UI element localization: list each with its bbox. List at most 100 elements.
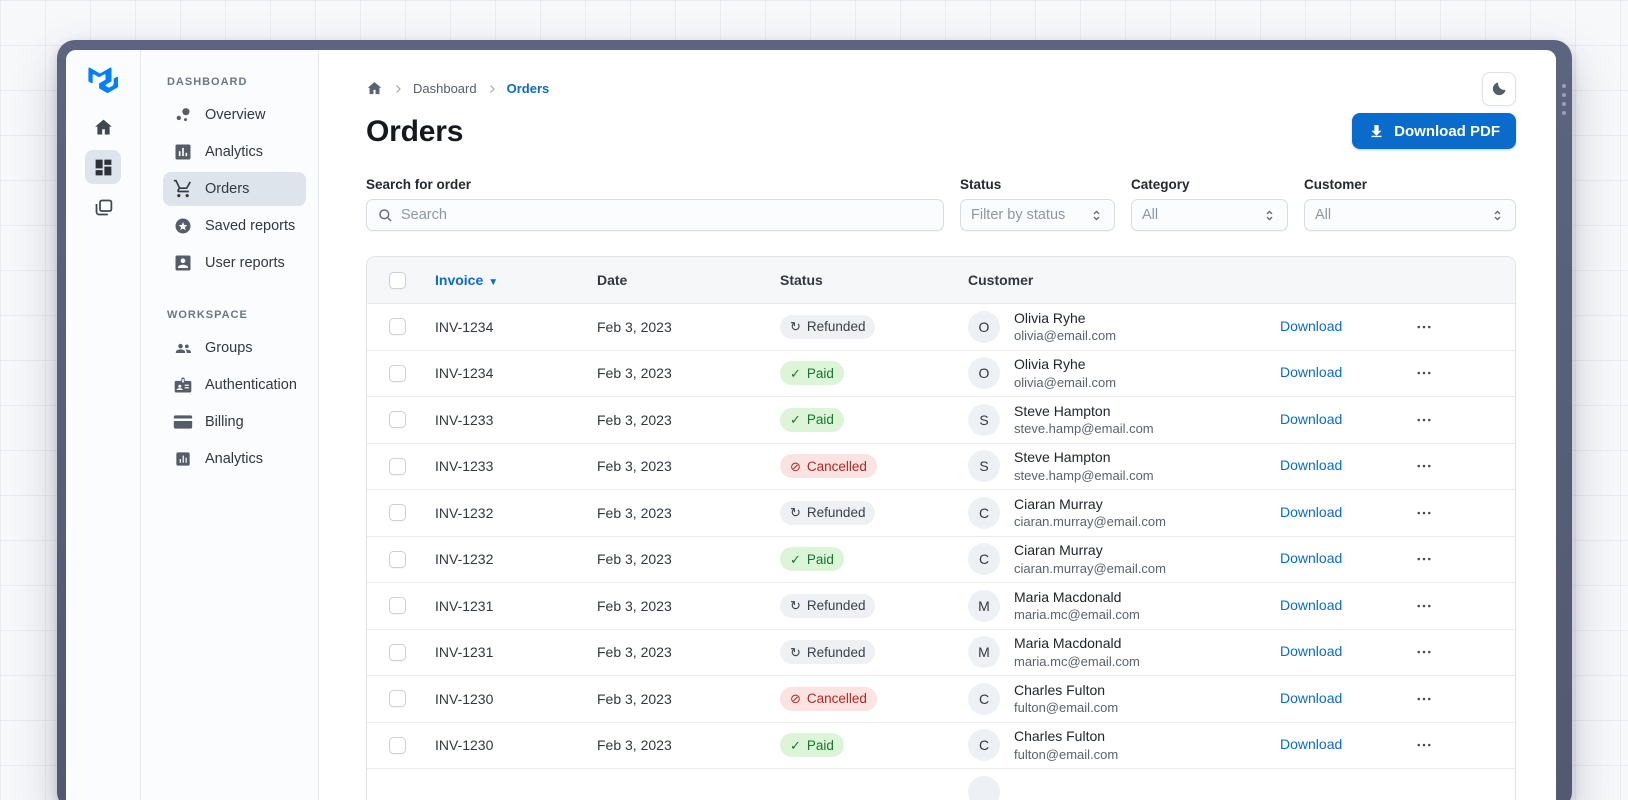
breadcrumb: Dashboard Orders — [366, 80, 1516, 97]
row-checkbox[interactable] — [389, 318, 406, 336]
breadcrumb-orders[interactable]: Orders — [506, 81, 550, 96]
avatar: C — [968, 682, 1000, 715]
status-label: Paid — [806, 551, 834, 567]
customer-email: maria.mc@email.com — [1014, 607, 1140, 623]
more-horiz-icon — [1417, 371, 1431, 375]
row-checkbox[interactable] — [389, 364, 406, 382]
rail-dashboard-button[interactable] — [85, 150, 121, 184]
order-date: Feb 3, 2023 — [597, 411, 672, 428]
download-link[interactable]: Download — [1280, 643, 1343, 660]
sidebar-item-analytics[interactable]: Analytics — [163, 135, 306, 169]
rail-windows-button[interactable] — [85, 190, 121, 224]
customer-email: olivia@email.com — [1014, 374, 1117, 390]
row-menu-button[interactable] — [1415, 504, 1433, 522]
row-checkbox[interactable] — [389, 643, 406, 661]
customer-email: steve.hamp@email.com — [1014, 467, 1154, 483]
download-link[interactable]: Download — [1280, 596, 1343, 613]
sidebar-item-user-reports[interactable]: User reports — [163, 246, 306, 280]
table-row: INV-1234 Feb 3, 2023 ↻ Refunded O Olivia… — [367, 303, 1515, 350]
status-icon: ✓ — [790, 365, 801, 381]
row-checkbox[interactable] — [389, 411, 406, 429]
home-icon — [94, 119, 112, 134]
download-icon — [1371, 124, 1382, 137]
table-row: INV-1230 Feb 3, 2023 ⊘ Cancelled C Charl… — [367, 675, 1515, 722]
customer-name: Steve Hampton — [1014, 402, 1111, 419]
column-header-date: Date — [597, 272, 628, 288]
download-link[interactable]: Download — [1280, 550, 1343, 567]
row-menu-button[interactable] — [1415, 550, 1433, 568]
avatar: C — [968, 729, 1000, 762]
download-pdf-button[interactable]: Download PDF — [1352, 113, 1516, 149]
download-link[interactable]: Download — [1280, 689, 1343, 706]
column-header-invoice[interactable]: Invoice ▼ — [435, 272, 499, 288]
more-horiz-icon — [1417, 418, 1431, 422]
more-horiz-icon — [1417, 464, 1431, 468]
download-link[interactable]: Download — [1280, 410, 1343, 427]
row-menu-button[interactable] — [1415, 690, 1433, 708]
download-link[interactable]: Download — [1280, 364, 1343, 381]
breadcrumb-home-icon[interactable] — [366, 80, 383, 97]
customer-select[interactable]: All — [1304, 199, 1516, 231]
status-chip: ↻ Refunded — [780, 314, 876, 339]
download-link[interactable]: Download — [1280, 503, 1343, 520]
status-chip: ✓ Paid — [780, 407, 844, 432]
row-menu-button[interactable] — [1415, 597, 1433, 615]
sidebar-item-analytics-workspace[interactable]: Analytics — [163, 442, 306, 476]
section-label-dashboard: DASHBOARD — [167, 76, 248, 88]
order-date: Feb 3, 2023 — [597, 737, 672, 754]
category-select[interactable]: All — [1131, 199, 1288, 231]
customer-email: fulton@email.com — [1014, 700, 1119, 716]
customer-email: fulton@email.com — [1014, 746, 1119, 762]
sidebar-item-label: Billing — [205, 414, 244, 430]
row-checkbox[interactable] — [389, 690, 406, 708]
avatar: O — [968, 310, 1000, 343]
row-menu-button[interactable] — [1415, 736, 1433, 754]
sidebar: DASHBOARD Overview Analytics Orders Save… — [141, 50, 319, 800]
search-label: Search for order — [366, 177, 472, 192]
table-body: INV-1234 Feb 3, 2023 ↻ Refunded O Olivia… — [367, 303, 1515, 800]
chevron-right-icon — [486, 83, 498, 95]
icon-rail — [66, 50, 141, 800]
row-checkbox[interactable] — [389, 736, 406, 754]
row-menu-button[interactable] — [1415, 364, 1433, 382]
status-label: Refunded — [806, 644, 866, 660]
sidebar-item-label: User reports — [205, 255, 285, 271]
account-box-icon — [173, 253, 193, 273]
row-menu-button[interactable] — [1415, 318, 1433, 336]
avatar: C — [968, 543, 1000, 576]
sidebar-item-groups[interactable]: Groups — [163, 331, 306, 365]
sidebar-item-authentication[interactable]: Authentication — [163, 368, 306, 402]
status-select[interactable]: Filter by status — [960, 199, 1115, 231]
row-menu-button[interactable] — [1415, 457, 1433, 475]
download-link[interactable]: Download — [1280, 736, 1343, 753]
table-row: INV-1233 Feb 3, 2023 ⊘ Cancelled S Steve… — [367, 442, 1515, 489]
row-checkbox[interactable] — [389, 504, 406, 522]
sidebar-item-label: Overview — [205, 107, 266, 123]
breadcrumb-dashboard[interactable]: Dashboard — [413, 81, 477, 96]
status-label: Refunded — [806, 598, 866, 614]
sidebar-item-orders[interactable]: Orders — [163, 172, 306, 206]
sidebar-item-billing[interactable]: Billing — [163, 405, 306, 439]
sidebar-item-label: Authentication — [205, 377, 297, 393]
search-input[interactable] — [401, 207, 933, 223]
order-date: Feb 3, 2023 — [597, 644, 672, 661]
status-label: Cancelled — [806, 458, 867, 474]
rail-home-button[interactable] — [85, 110, 121, 144]
customer-filter-label: Customer — [1304, 177, 1368, 192]
row-checkbox[interactable] — [389, 597, 406, 615]
sidebar-item-overview[interactable]: Overview — [163, 98, 306, 132]
row-menu-button[interactable] — [1415, 411, 1433, 429]
download-link[interactable]: Download — [1280, 317, 1343, 334]
customer-name: Steve Hampton — [1014, 449, 1111, 466]
invoice-id: INV-1231 — [435, 644, 494, 661]
theme-toggle-button[interactable] — [1482, 72, 1516, 106]
row-menu-button[interactable] — [1415, 643, 1433, 661]
sidebar-item-saved-reports[interactable]: Saved reports — [163, 209, 306, 243]
download-link[interactable]: Download — [1280, 457, 1343, 474]
sidebar-item-label: Analytics — [205, 144, 264, 160]
scrollbar-thumb[interactable] — [1562, 84, 1566, 115]
customer-name: Maria Macdonald — [1014, 635, 1122, 652]
select-all-checkbox[interactable] — [389, 271, 406, 289]
row-checkbox[interactable] — [389, 457, 406, 475]
row-checkbox[interactable] — [389, 550, 406, 568]
